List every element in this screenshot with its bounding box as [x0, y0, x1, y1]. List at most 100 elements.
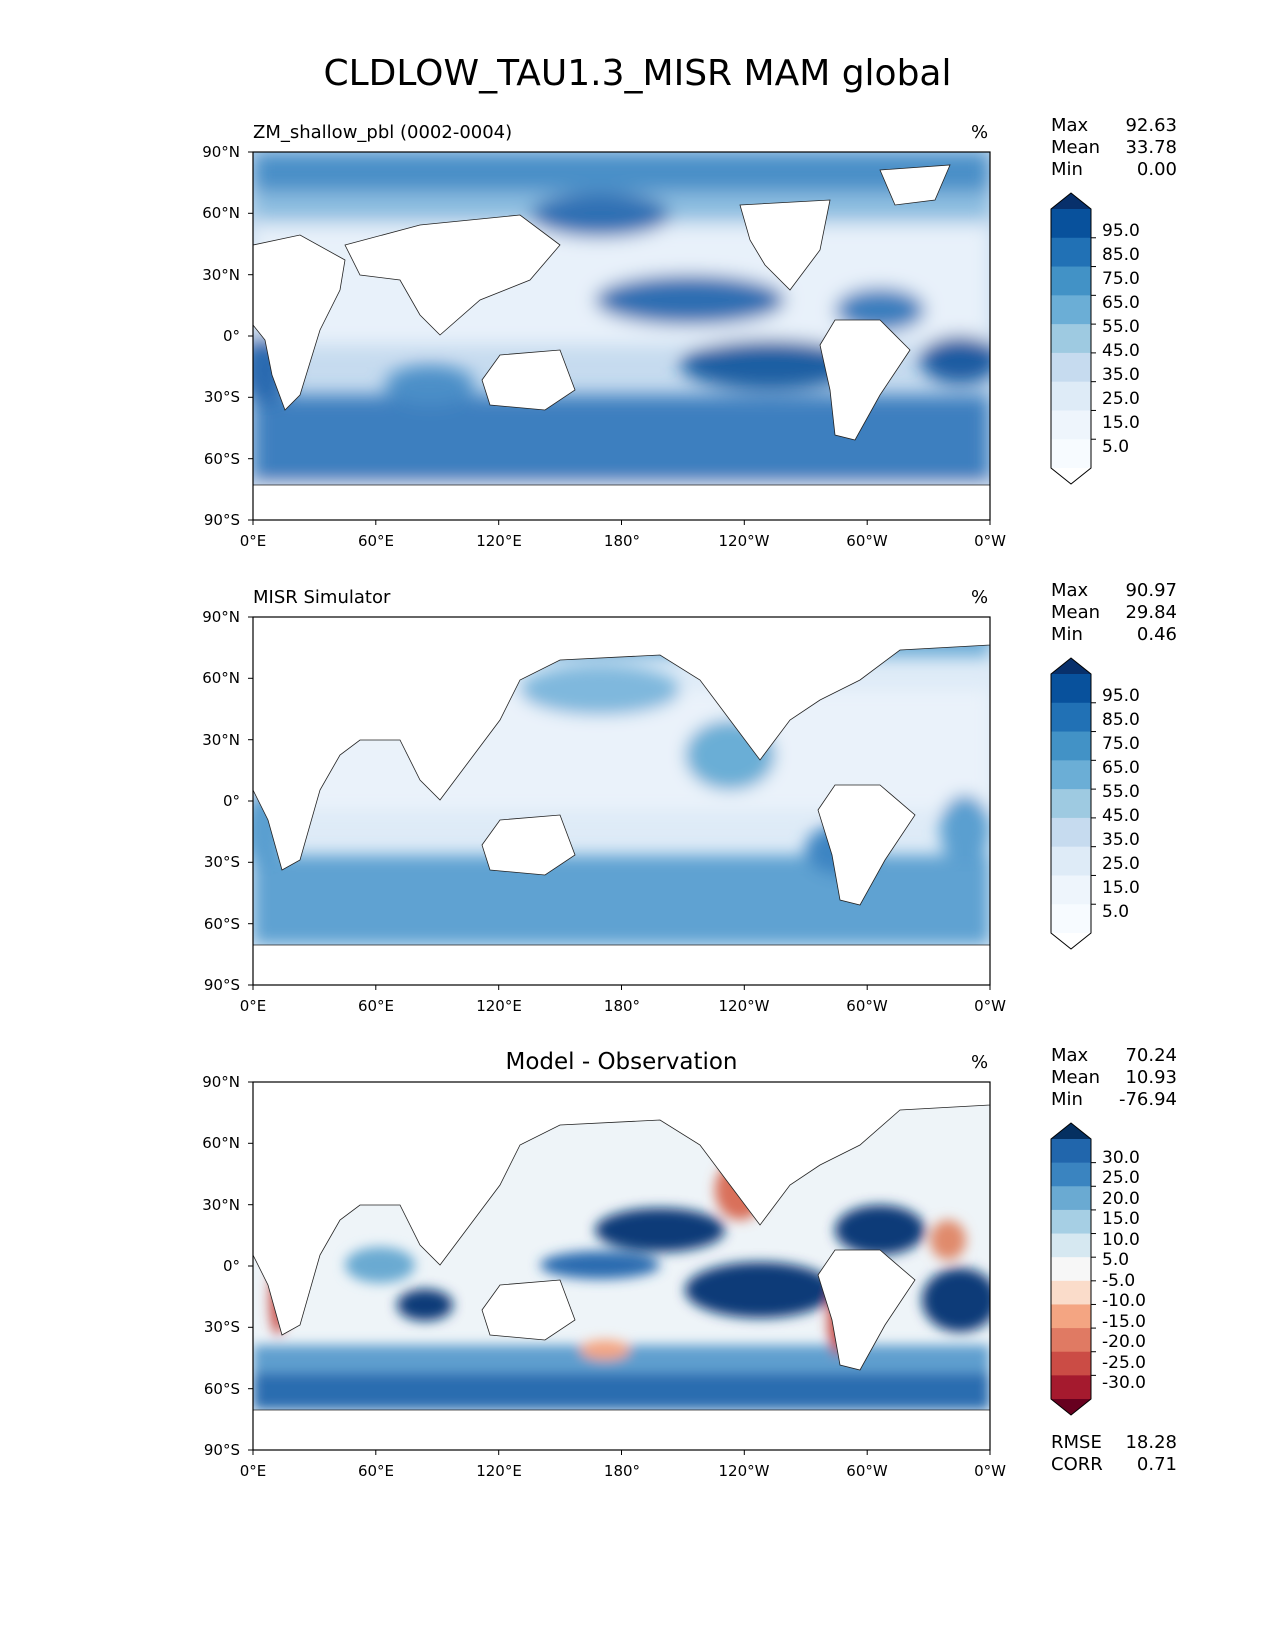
panel1-lon-tick: 120°W — [718, 532, 770, 550]
panel3-lon-tick: 0°W — [974, 1462, 1006, 1480]
panel3-max-value: 70.24 — [1125, 1045, 1177, 1066]
colorbar-extend-top — [1051, 1123, 1091, 1139]
panel3-lat-tick: 0° — [222, 1257, 240, 1275]
panel1-lon-tick: 60°W — [846, 532, 888, 550]
panel2-lat-tick: 90°S — [203, 976, 240, 994]
colorbar-extend-top — [1051, 193, 1091, 209]
panel1-colorbar-label: 5.0 — [1102, 437, 1130, 457]
colorbar-segment — [1051, 1139, 1091, 1164]
colorbar-segment — [1051, 1162, 1091, 1187]
colorbar-segment — [1051, 789, 1091, 819]
panel3-colorbar-label: 10.0 — [1102, 1230, 1140, 1250]
panel3-max-label: Max — [1051, 1045, 1089, 1066]
panel1-lat-tick: 30°S — [203, 388, 240, 406]
colorbar-segment — [1051, 1233, 1091, 1258]
panel3-min-value: -76.94 — [1118, 1089, 1177, 1110]
panel2-lat-tick: 90°N — [202, 608, 240, 626]
colorbar-segment — [1051, 410, 1091, 440]
panel2-min-label: Min — [1051, 624, 1083, 645]
colorbar-segment — [1051, 439, 1091, 469]
panel2-colorbar-label: 45.0 — [1102, 806, 1140, 826]
colorbar-segment — [1051, 731, 1091, 761]
panel2-mean-value: 29.84 — [1125, 602, 1177, 623]
panel1-lat-tick: 30°N — [202, 266, 240, 284]
panel1-lon-tick: 0°W — [974, 532, 1006, 550]
panel3-corr-value: 0.71 — [1136, 1454, 1177, 1475]
panel1-colorbar-label: 75.0 — [1102, 269, 1140, 289]
panel2-lon-tick: 120°W — [718, 997, 770, 1015]
panel1-lat-tick: 60°N — [202, 204, 240, 222]
panel3-field — [253, 1082, 990, 1450]
panel2-lat-tick: 60°S — [203, 915, 240, 933]
panel1-lat-tick: 90°N — [202, 143, 240, 161]
panel1-colorbar-label: 65.0 — [1102, 293, 1140, 313]
colorbar-outline — [1050, 1122, 1092, 1416]
panel3-colorbar-label: 5.0 — [1102, 1250, 1130, 1270]
panel2-lon-tick: 60°E — [357, 997, 395, 1015]
colorbar-segment — [1051, 674, 1091, 704]
colorbar-segment — [1051, 237, 1091, 268]
panel2-colorbar-label: 5.0 — [1102, 902, 1130, 922]
figure-title: CLDLOW_TAU1.3_MISR MAM global — [323, 53, 952, 94]
colorbar-segment — [1051, 904, 1091, 934]
colorbar-segment — [1051, 702, 1091, 733]
colorbar-segment — [1051, 1257, 1091, 1282]
panel2-colorbar-label: 75.0 — [1102, 734, 1140, 754]
panel1-min-value: 0.00 — [1136, 159, 1177, 180]
panel1-colorbar-label: 25.0 — [1102, 389, 1140, 409]
panel2-colorbar-label: 95.0 — [1102, 686, 1140, 706]
panel1-colorbar-label: 95.0 — [1102, 221, 1140, 241]
panel1-colorbar-label: 45.0 — [1102, 341, 1140, 361]
colorbar-segment — [1051, 1328, 1091, 1353]
panel3-lon-tick: 0°E — [239, 1462, 267, 1480]
panel1-lat-tick: 60°S — [203, 450, 240, 468]
panel3-rmse-label: RMSE — [1051, 1432, 1102, 1453]
panel3-lat-tick: 90°N — [202, 1073, 240, 1091]
panel3-lat-tick: 60°S — [203, 1380, 240, 1398]
colorbar-segment — [1051, 1280, 1091, 1305]
panel2-lon-tick: 0°W — [974, 997, 1006, 1015]
panel3-lat-tick: 60°N — [202, 1134, 240, 1152]
panel2-colorbar-label: 55.0 — [1102, 782, 1140, 802]
panel3-colorbar-label: -20.0 — [1102, 1332, 1146, 1352]
colorbar-extend-bottom — [1051, 933, 1091, 949]
panel2-mean-label: Mean — [1051, 602, 1101, 623]
colorbar-segment — [1051, 1351, 1091, 1376]
panel3-lat-tick: 30°S — [203, 1318, 240, 1336]
panel3-colorbar-label: 25.0 — [1102, 1168, 1140, 1188]
panel1-subtitle: ZM_shallow_pbl (0002-0004) — [253, 122, 513, 143]
colorbar-segment — [1051, 760, 1091, 790]
colorbar-extend-bottom — [1051, 468, 1091, 484]
panel3-lat-tick: 90°S — [203, 1441, 240, 1459]
panel3-mean-label: Mean — [1051, 1067, 1101, 1088]
panel3-colorbar-label: -10.0 — [1102, 1291, 1146, 1311]
panel1-lon-tick: 60°E — [357, 532, 395, 550]
colorbar-segment — [1051, 1209, 1091, 1235]
panel3-colorbar-label: -30.0 — [1102, 1373, 1146, 1393]
panel3-lon-tick: 60°E — [357, 1462, 395, 1480]
panel1-colorbar-label: 85.0 — [1102, 245, 1140, 265]
colorbar-outline — [1050, 657, 1092, 950]
panel3-lon-tick: 120°E — [476, 1462, 522, 1480]
panel2-lon-tick: 180° — [603, 997, 641, 1015]
panel2-colorbar-label: 65.0 — [1102, 758, 1140, 778]
panel3-mean-value: 10.93 — [1125, 1067, 1177, 1088]
panel2-colorbar-label: 15.0 — [1102, 878, 1140, 898]
panel1-mean-value: 33.78 — [1125, 137, 1177, 158]
colorbar-segment — [1051, 266, 1091, 296]
panel1-lat-tick: 90°S — [203, 511, 240, 529]
panel2-subtitle: MISR Simulator — [253, 587, 391, 608]
panel2-colorbar-label: 85.0 — [1102, 710, 1140, 730]
colorbar-segment — [1051, 295, 1091, 325]
colorbar-segment — [1051, 324, 1091, 354]
panel3-min-label: Min — [1051, 1089, 1083, 1110]
panel1-max-value: 92.63 — [1125, 115, 1177, 136]
panel3-colorbar-label: 15.0 — [1102, 1209, 1140, 1229]
panel3-lon-tick: 180° — [603, 1462, 641, 1480]
colorbar-outline — [1050, 192, 1092, 485]
panel3-lon-tick: 60°W — [846, 1462, 888, 1480]
